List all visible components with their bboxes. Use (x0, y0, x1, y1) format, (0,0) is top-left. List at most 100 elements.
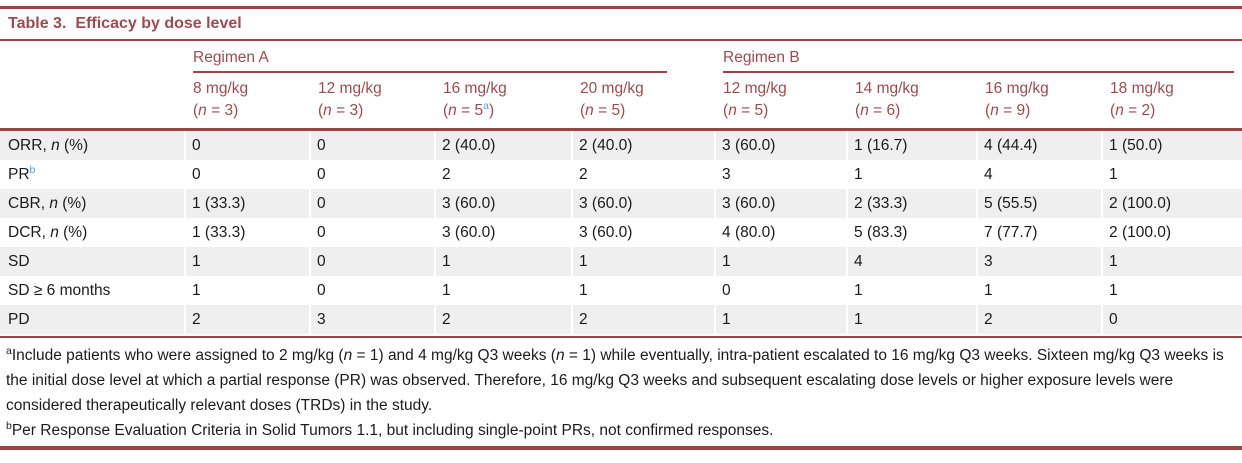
table-cell: 2 (434, 305, 572, 334)
row-label: SD ≥ 6 months (8, 281, 111, 299)
table-cell: 2 (976, 305, 1103, 334)
title-rule (0, 39, 1242, 41)
table-row: SD ≥ 6 months 1 0 1 1 0 1 1 1 (0, 276, 1242, 305)
group-header-label: Regimen B (723, 41, 1235, 73)
table-caption: Efficacy by dose level (75, 15, 242, 32)
table-row: CBR, n (%) 1 (33.3) 0 3 (60.0) 3 (60.0) 3 (60… (0, 189, 1242, 218)
column-header-7: 18 mg/kg (n = 2) (1102, 73, 1242, 131)
sample-size-label: (n = 6) (855, 102, 901, 119)
table-cell: 1 (714, 247, 848, 276)
table-cell: 1 (1101, 276, 1242, 305)
table-cell: 4 (80.0) (714, 218, 848, 247)
table-cell: 4 (44.4) (976, 129, 1103, 160)
table-cell: 0 (309, 276, 435, 305)
column-header-6: 16 mg/kg (n = 9) (977, 73, 1103, 131)
table-cell: 0 (309, 160, 435, 189)
footnote-b: bPer Response Evaluation Criteria in Sol… (6, 419, 774, 439)
table-row: SD 1 0 1 1 1 4 3 1 (0, 247, 1242, 276)
table-row: DCR, n (%) 1 (33.3) 0 3 (60.0) 3 (60.0) 4 (80… (0, 218, 1242, 247)
column-header-5: 14 mg/kg (n = 6) (847, 73, 978, 131)
dose-label: 8 mg/kg (193, 80, 249, 97)
table-header: Regimen A Regimen B 8 mg/kg (n = 3) 12 mg/kg… (0, 41, 1242, 131)
table-cell: 4 (976, 160, 1103, 189)
table-cell: 2 (184, 305, 310, 334)
column-header-2: 16 mg/kg (n = 5a) (435, 73, 572, 131)
table-cell: 1 (570, 247, 716, 276)
footnote-marker: a (6, 344, 12, 357)
table-cell: 2 (40.0) (434, 129, 572, 160)
table-cell: 1 (434, 276, 572, 305)
table-cell: 1 (33.3) (184, 189, 310, 218)
dose-label: 18 mg/kg (1110, 80, 1174, 97)
sample-size-label: (n = 5) (580, 102, 626, 119)
table-title: Table 3. Efficacy by dose level (0, 9, 1242, 39)
table-cell: 1 (33.3) (184, 218, 310, 247)
table-cell: 1 (184, 247, 310, 276)
table-cell: 2 (570, 305, 716, 334)
table-cell: 1 (714, 305, 848, 334)
table-cell: 0 (714, 276, 848, 305)
footnote-a: aInclude patients who were assigned to 2… (6, 344, 1224, 414)
table-number: Table 3. (8, 15, 67, 32)
table-cell: 0 (309, 189, 435, 218)
sample-size-label: (n = 2) (1110, 102, 1156, 119)
column-header-3: 20 mg/kg (n = 5) (572, 73, 716, 131)
table-cell: 2 (570, 160, 716, 189)
footnote-marker-icon: a (483, 99, 489, 112)
table-cell: 1 (846, 160, 978, 189)
row-label: PD (0, 305, 185, 334)
table-cell: 1 (50.0) (1101, 129, 1242, 160)
table-cell: 1 (184, 276, 310, 305)
dose-header-row: 8 mg/kg (n = 3) 12 mg/kg (n = 3) 16 mg/kg (n … (0, 73, 1242, 131)
table-cell: 0 (309, 129, 435, 160)
group-header-label: Regimen A (193, 41, 668, 73)
footnotes: aInclude patients who were assigned to 2… (0, 338, 1242, 443)
table-cell: 0 (1101, 305, 1242, 334)
table-cell: 2 (33.3) (846, 189, 978, 218)
table-cell: 3 (309, 305, 435, 334)
footnote-marker-icon: b (29, 163, 36, 176)
group-header-regimen-b: Regimen B (715, 41, 1242, 73)
footnote-marker: b (6, 419, 12, 432)
sample-size-label: (n = 5) (723, 102, 769, 119)
paper-table-figure: Table 3. Efficacy by dose level Regimen A… (0, 6, 1242, 450)
table-cell: 5 (83.3) (846, 218, 978, 247)
dose-label: 16 mg/kg (443, 80, 507, 97)
table-bottom-rule (0, 336, 1242, 338)
row-label: PRb (8, 163, 36, 183)
regimen-group-row: Regimen A Regimen B (0, 41, 1242, 73)
corner-cell-lower (0, 73, 185, 131)
table-cell: 2 (100.0) (1101, 189, 1242, 218)
table-cell: 1 (976, 276, 1103, 305)
table-cell: 3 (976, 247, 1103, 276)
table-cell: 5 (55.5) (976, 189, 1103, 218)
table-row: PRb 0 0 2 2 3 1 4 1 (0, 160, 1242, 189)
table-cell: 0 (309, 218, 435, 247)
table-cell: 1 (434, 247, 572, 276)
table-cell: 1 (16.7) (846, 129, 978, 160)
table-cell: 1 (570, 276, 716, 305)
table-cell: 3 (60.0) (570, 189, 716, 218)
sample-size-label: (n = 5a) (443, 99, 495, 119)
group-header-regimen-a: Regimen A (185, 41, 715, 73)
sample-size-label: (n = 9) (985, 102, 1031, 119)
table-cell: 1 (846, 276, 978, 305)
table-row: ORR, n (%) 0 0 2 (40.0) 2 (40.0) 3 (60.0) 1 (1… (0, 129, 1242, 160)
figure-bottom-rule (0, 446, 1242, 450)
corner-cell (0, 41, 185, 73)
dose-label: 16 mg/kg (985, 80, 1049, 97)
table-cell: 3 (714, 160, 848, 189)
table-cell: 0 (309, 247, 435, 276)
table-cell: 3 (60.0) (434, 218, 572, 247)
table-cell: 2 (434, 160, 572, 189)
row-label: SD (0, 247, 185, 276)
row-label: DCR, n (%) (8, 223, 88, 241)
table-cell: 7 (77.7) (976, 218, 1103, 247)
column-header-4: 12 mg/kg (n = 5) (715, 73, 848, 131)
sample-size-label: (n = 3) (318, 102, 364, 119)
table-cell: 0 (184, 160, 310, 189)
dose-label: 12 mg/kg (723, 80, 787, 97)
table-cell: 3 (60.0) (434, 189, 572, 218)
table-cell: 2 (40.0) (570, 129, 716, 160)
dose-label: 20 mg/kg (580, 80, 644, 97)
